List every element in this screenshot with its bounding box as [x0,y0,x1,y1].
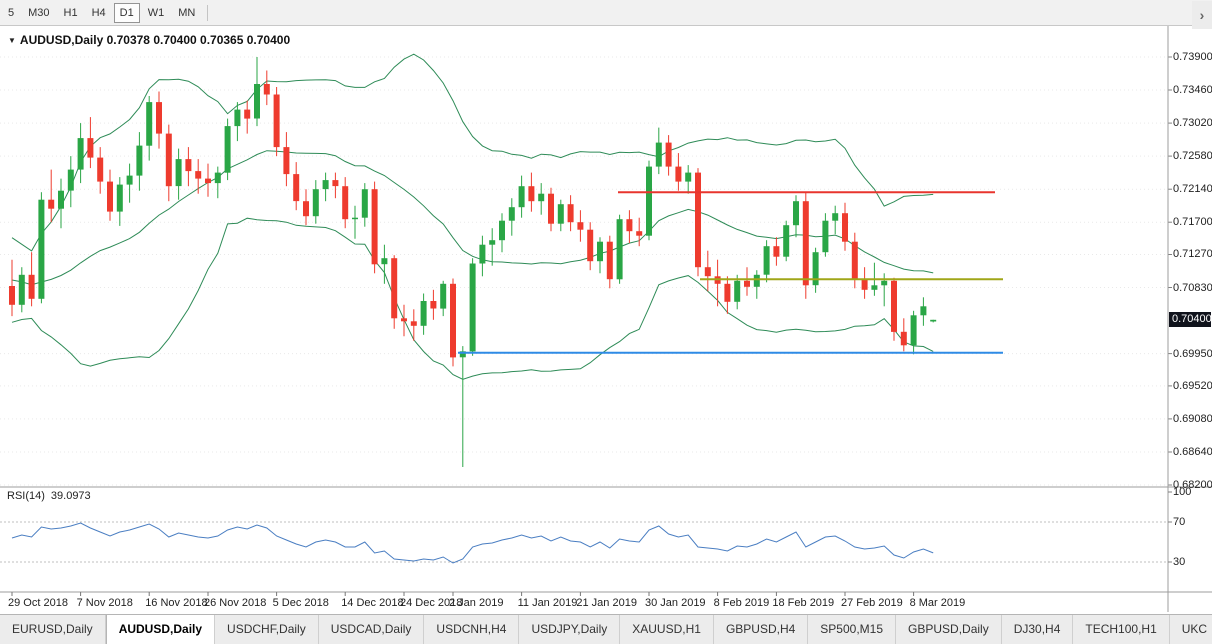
price-tick-label: 0.68640 [1173,445,1212,458]
symbol-tab-usdcnh-h4[interactable]: USDCNH,H4 [424,615,520,644]
date-tick-label: 24 Dec 2018 [400,597,463,609]
date-tick-label: 16 Nov 2018 [145,597,208,609]
price-tick-label: 0.73020 [1173,117,1212,130]
toolbar-separator [207,4,209,21]
symbol-tab-xauusd-h1[interactable]: XAUUSD,H1 [620,615,714,644]
date-tick-label: 11 Jan 2019 [517,597,578,609]
timeframe-button-m30[interactable]: M30 [28,6,50,19]
date-tick-label: 14 Dec 2018 [341,597,404,609]
date-tick-label: 26 Nov 2018 [204,597,267,609]
rsi-tick-label: 30 [1173,556,1186,568]
date-tick-label: 8 Feb 2019 [713,597,770,609]
date-tick-label: 8 Mar 2019 [909,597,966,609]
price-tick-label: 0.70830 [1173,281,1212,294]
price-tick-label: 0.73460 [1173,84,1212,97]
date-tick-label: 29 Oct 2018 [8,597,68,609]
date-tick-label: 30 Jan 2019 [645,597,706,609]
tabs-scroll-right-icon[interactable]: › [1192,1,1212,29]
chart-symbol-icon: ▼ [8,35,16,45]
symbol-tab-usdcad-daily[interactable]: USDCAD,Daily [319,615,425,644]
timeframe-button-w1[interactable]: W1 [147,6,165,19]
symbol-tab-usdchf-daily[interactable]: USDCHF,Daily [215,615,319,644]
price-tick-label: 0.72140 [1173,183,1212,196]
timeframe-button-h4[interactable]: H4 [91,6,106,19]
date-tick-label: 18 Feb 2019 [772,597,835,609]
symbol-tabbar: EURUSD,Daily AUDUSD,Daily USDCHF,Daily USDC… [0,614,1212,644]
rsi-indicator-label: RSI(14) 39.0973 [7,490,91,502]
rsi-tick-label: 70 [1173,516,1186,528]
symbol-tab-gbpusd-h4[interactable]: GBPUSD,H4 [714,615,809,644]
symbol-tab-dj30-h4[interactable]: DJ30,H4 [1002,615,1074,644]
rsi-tick-label: 100 [1173,486,1192,498]
date-tick-label: 7 Nov 2018 [76,597,133,609]
symbol-tab-ukc[interactable]: UKC [1170,615,1212,644]
symbol-tab-gbpusd-daily[interactable]: GBPUSD,Daily [896,615,1002,644]
price-tick-label: 0.73900 [1173,51,1212,63]
price-tick-label: 0.69080 [1173,412,1212,425]
timeframe-button-h1[interactable]: H1 [63,6,78,19]
price-tick-label: 0.69950 [1173,347,1212,360]
date-tick-label: 27 Feb 2019 [841,597,903,609]
timeframe-button-d1[interactable]: D1 [113,2,140,23]
price-tick-label: 0.71700 [1173,216,1212,229]
symbol-tab-eurusd-daily[interactable]: EURUSD,Daily [0,615,106,644]
chart-title-text: AUDUSD,Daily 0.70378 0.70400 0.70365 0.7… [19,33,291,47]
chart-title: ▼ AUDUSD,Daily 0.70378 0.70400 0.70365 0… [8,33,290,47]
price-tick-label: 0.69520 [1173,379,1212,392]
price-tick-label: 0.71270 [1173,248,1212,261]
timeframe-toolbar: 5 M30 H1 H4 D1 W1 MN [0,0,1212,26]
current-price-box: 0.70400 [1169,311,1212,327]
timeframe-button-mn[interactable]: MN [178,6,196,19]
symbol-tab-audusd-daily[interactable]: AUDUSD,Daily [105,615,216,644]
symbol-tab-tech100-h1[interactable]: TECH100,H1 [1073,615,1170,644]
price-tick-label: 0.72580 [1173,150,1212,163]
rsi-name: RSI(14) [7,490,45,502]
symbol-tab-sp500-m15[interactable]: SP500,M15 [808,615,897,644]
price-tick-label: 0.68200 [1173,479,1212,491]
symbol-tab-usdjpy-daily[interactable]: USDJPY,Daily [519,615,621,644]
date-tick-label: 5 Dec 2018 [272,597,329,609]
date-tick-label: 2 Jan 2019 [449,597,504,609]
date-tick-label: 21 Jan 2019 [576,597,637,609]
timeframe-button-5[interactable]: 5 [8,6,15,19]
rsi-value: 39.0973 [50,490,91,502]
